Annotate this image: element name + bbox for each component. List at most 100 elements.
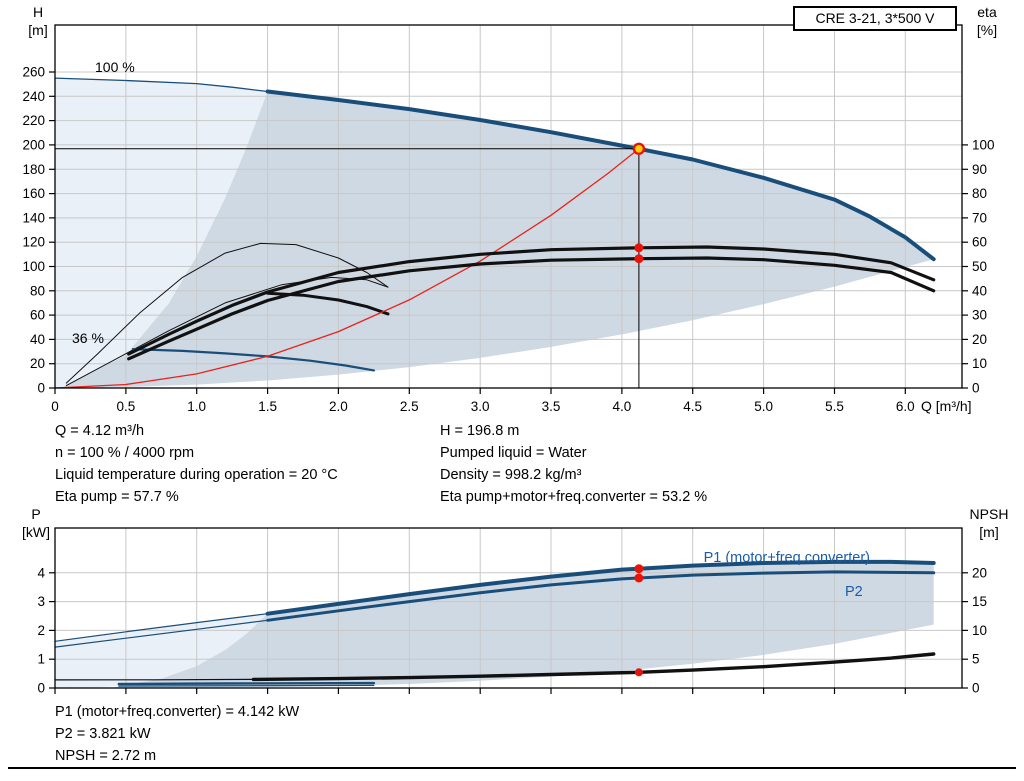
y-right-tick-label: 50	[972, 259, 987, 274]
p2-duty-dot	[634, 573, 644, 583]
head-chart-group: 0204060801001201401601802002202402600102…	[22, 24, 995, 414]
info-line-liquid: Pumped liquid = Water	[440, 445, 587, 461]
p1-duty-dot	[634, 564, 644, 574]
duty-info-right: H = 196.8 m Pumped liquid = Water Densit…	[440, 420, 707, 508]
p2-curve-36	[118, 684, 375, 687]
y-right-tick-label: 20	[972, 332, 987, 347]
p1-curve	[265, 559, 936, 616]
info-line-temperature: Liquid temperature during operation = 20…	[55, 467, 338, 483]
y-right-tick-label: 60	[972, 235, 987, 250]
power-envelope-light	[55, 613, 268, 688]
info-line-eta-total: Eta pump+motor+freq.converter = 53.2 %	[440, 489, 708, 505]
eta-pump-duty-dot	[634, 243, 644, 253]
y-left-tick-label: 0	[37, 381, 45, 396]
head-efficiency-chart-frame	[54, 24, 963, 389]
y-left-tick-label: 80	[30, 283, 45, 298]
y-right-tick-label: 0	[972, 681, 980, 696]
info-line-p2: P2 = 3.821 kW	[55, 726, 151, 742]
y-right-tick-label: 80	[972, 186, 987, 201]
speed-100-label: 100 %	[95, 59, 135, 75]
eta-total-curve	[127, 256, 936, 361]
info-line-speed: n = 100 % / 4000 rpm	[55, 445, 195, 461]
p1-curve-36	[117, 681, 376, 686]
y-left-tick-label: 180	[22, 162, 45, 177]
info-line-flow: Q = 4.12 m³/h	[55, 423, 145, 439]
power-chart-group: 0 1 2 3 4 0 5 10 15 20	[37, 527, 987, 696]
info-line-density: Density = 998.2 kg/m³	[440, 467, 582, 483]
y-left-tick-label: 2	[37, 623, 45, 638]
eta-total-duty-dot	[634, 254, 644, 264]
y-right-tick-label: 20	[972, 565, 987, 580]
p2-curve-low	[54, 619, 269, 648]
y-right-tick-label: 70	[972, 210, 987, 225]
y-right-tick-label: 0	[972, 381, 980, 396]
x-tick-label: 3.5	[542, 399, 561, 414]
info-line-head: H = 196.8 m	[440, 423, 520, 439]
info-line-eta-pump: Eta pump = 57.7 %	[55, 489, 179, 505]
p2-curve-label: P2	[845, 584, 863, 600]
y-right-tick-label: 15	[972, 594, 987, 609]
y-right-tick-label: 10	[972, 623, 987, 638]
eta-pump-curve	[127, 245, 936, 356]
operating-envelope-light	[55, 78, 268, 388]
footer-divider	[8, 767, 1016, 769]
power-info: P1 (motor+freq.converter) = 4.142 kW P2 …	[55, 701, 299, 767]
duty-crosshair	[55, 148, 640, 388]
power-axis-title: P	[31, 506, 40, 522]
npsh-curve-low	[54, 678, 254, 681]
x-tick-label: 5.5	[825, 399, 844, 414]
y-right-tick-label: 90	[972, 162, 987, 177]
y-left-tick-label: 40	[30, 332, 45, 347]
info-line-p1: P1 (motor+freq.converter) = 4.142 kW	[55, 704, 300, 720]
x-tick-label: 2.0	[329, 399, 348, 414]
eta-axis-title: eta	[977, 4, 997, 20]
p1-curve-label: P1 (motor+freq.converter)	[704, 550, 870, 566]
y-right-tick-label: 5	[972, 652, 980, 667]
npsh-axis-unit: [m]	[979, 524, 998, 540]
x-tick-label: 5.0	[754, 399, 773, 414]
y-left-tick-label: 200	[22, 137, 45, 152]
y-left-tick-label: 220	[22, 113, 45, 128]
y-left-tick-label: 20	[30, 356, 45, 371]
y-left-tick-label: 4	[37, 565, 45, 580]
eta-envelope-arc-1	[65, 242, 389, 384]
y-left-tick-label: 260	[22, 65, 45, 80]
y-left-tick-label: 120	[22, 235, 45, 250]
y-left-tick-label: 240	[22, 89, 45, 104]
x-tick-label: 1.5	[258, 399, 277, 414]
pump-curve-100-low	[54, 77, 269, 93]
npsh-axis-title: NPSH	[970, 506, 1009, 522]
y-right-tick-label: 40	[972, 283, 987, 298]
system-curve	[54, 148, 640, 389]
x-tick-label: 0.5	[117, 399, 136, 414]
x-tick-label: 3.0	[471, 399, 490, 414]
x-tick-label: 0	[51, 399, 59, 414]
y-right-tick-label: 30	[972, 308, 987, 323]
y-left-tick-label: 100	[22, 259, 45, 274]
head-axis-unit: [m]	[28, 22, 47, 38]
y-right-tick-label: 10	[972, 356, 987, 371]
p1-curve-low	[54, 613, 269, 642]
x-tick-label: 2.5	[400, 399, 419, 414]
y-left-tick-label: 60	[30, 308, 45, 323]
power-envelope-dark	[111, 561, 934, 688]
head-axis-title: H	[33, 4, 43, 20]
y-left-tick-label: 1	[37, 652, 45, 667]
y-left-tick-label: 0	[37, 681, 45, 696]
speed-36-label: 36 %	[72, 330, 104, 346]
flow-axis-title: Q [m³/h]	[921, 398, 972, 414]
y-left-tick-label: 140	[22, 210, 45, 225]
duty-info-left: Q = 4.12 m³/h n = 100 % / 4000 rpm Liqui…	[55, 420, 338, 508]
power-axis-unit: [kW]	[22, 524, 50, 540]
duty-point-marker	[632, 142, 646, 156]
x-tick-label: 1.0	[187, 399, 206, 414]
eta-axis-unit: [%]	[977, 22, 997, 38]
x-tick-label: 4.0	[613, 399, 632, 414]
y-right-tick-label: 100	[972, 137, 995, 152]
pump-model-label: CRE 3-21, 3*500 V	[815, 10, 935, 26]
pump-model-box: CRE 3-21, 3*500 V	[793, 6, 957, 31]
y-left-tick-label: 160	[22, 186, 45, 201]
npsh-duty-dot	[634, 668, 643, 677]
x-tick-label: 6.0	[896, 399, 915, 414]
